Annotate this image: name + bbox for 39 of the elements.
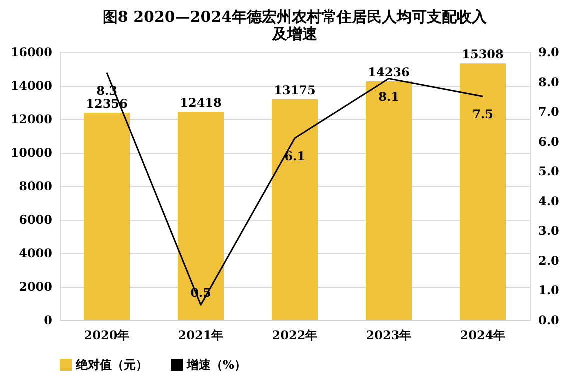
data-label: 12418 <box>180 96 222 110</box>
x-tick-label: 2024年 <box>460 328 506 342</box>
y2-tick-label: 1.0 <box>538 284 560 298</box>
x-tick-label: 2020年 <box>84 328 130 342</box>
y-tick-label: 2000 <box>19 280 52 294</box>
y-tick-label: 16000 <box>10 46 52 60</box>
y-tick-label: 8000 <box>19 180 52 194</box>
y-tick-label: 10000 <box>10 146 52 160</box>
bar <box>460 64 506 320</box>
bar <box>178 112 224 320</box>
legend-label: 绝对值（元） <box>75 358 148 372</box>
y-tick-label: 12000 <box>10 112 52 126</box>
y2-tick-label: 5.0 <box>538 164 560 179</box>
data-label: 13175 <box>274 83 316 98</box>
x-tick-label: 2023年 <box>366 328 412 342</box>
y-tick-label: 14000 <box>10 79 52 93</box>
x-tick-label: 2021年 <box>178 328 224 342</box>
y2-tick-label: 8.0 <box>538 75 560 90</box>
y2-tick-label: 9.0 <box>538 46 560 60</box>
y2-tick-label: 6.0 <box>538 134 560 149</box>
bar <box>366 82 412 320</box>
y2-tick-label: 3.0 <box>538 224 560 238</box>
data-label: 14236 <box>368 66 410 80</box>
y-tick-label: 4000 <box>19 246 52 260</box>
x-tick-label: 2022年 <box>272 328 318 342</box>
bar <box>84 113 130 320</box>
bar <box>272 99 318 320</box>
legend-label: 增速（%） <box>186 358 246 372</box>
data-label: 8.1 <box>378 90 400 104</box>
y-tick-label: 6000 <box>19 213 52 227</box>
y2-tick-label: 2.0 <box>538 254 560 268</box>
y-tick-label: 0 <box>44 314 52 328</box>
y2-tick-label: 0.0 <box>538 314 560 328</box>
data-label: 7.5 <box>472 108 494 122</box>
y2-tick-label: 4.0 <box>538 194 560 208</box>
text: 图8 2020—2024年德宏州农村常住居民人均可支配收入 <box>102 8 488 26</box>
data-label: 15308 <box>462 48 504 62</box>
y2-tick-label: 7.0 <box>538 105 560 120</box>
text: 及增速 <box>272 25 318 43</box>
